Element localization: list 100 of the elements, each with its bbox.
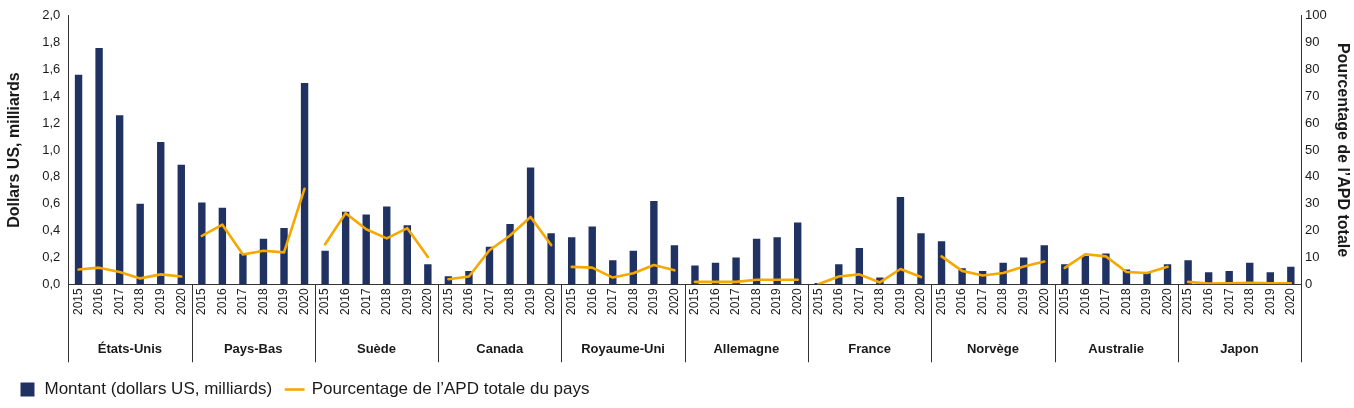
x-tick-label: 2018	[255, 287, 270, 316]
y-tick-label: 0,8	[42, 168, 61, 184]
y2-tick-label: 60	[1305, 114, 1320, 130]
y-tick-label: 0,0	[42, 275, 61, 291]
x-tick-label: 2019	[1139, 287, 1154, 316]
bar	[650, 201, 658, 285]
text: Royaume-Uni	[581, 341, 665, 357]
x-tick-label: 2016	[584, 287, 599, 316]
x-tick-label: 2020	[913, 287, 928, 316]
bar	[506, 223, 514, 285]
bar	[670, 245, 679, 285]
bar	[1081, 256, 1090, 285]
x-tick-label: 2019	[1016, 287, 1031, 316]
bar	[526, 167, 535, 285]
x-tick-label: 2020	[1036, 287, 1051, 316]
x-tick-label: 2017	[358, 287, 373, 316]
bar	[773, 237, 781, 285]
x-tick-label: 2020	[296, 287, 311, 316]
bar	[917, 233, 925, 285]
bar	[280, 227, 288, 285]
y2-tick-label: 0	[1305, 275, 1313, 291]
x-tick-label: 2018	[379, 287, 394, 316]
y2-tick-label: 10	[1305, 249, 1320, 265]
y2-tick-label: 70	[1305, 87, 1320, 103]
bar	[362, 214, 370, 285]
x-tick-label: 2015	[317, 287, 332, 316]
x-tick-label: 2019	[769, 287, 784, 316]
y-tick-label: 1,8	[42, 34, 61, 50]
bar	[1184, 260, 1192, 285]
legend-label: Montant (dollars US, milliards)	[44, 379, 273, 399]
bar	[198, 202, 206, 285]
x-tick-label: 2018	[1242, 287, 1257, 316]
y2-axis-title: Pourcentage de l’APD totale	[1334, 42, 1352, 258]
text: Canada	[476, 341, 525, 357]
x-tick-label: 2017	[235, 287, 250, 316]
x-tick-label: 2016	[1200, 287, 1215, 316]
x-tick-label: 2017	[851, 287, 866, 316]
x-tick-label: 2018	[748, 287, 763, 316]
bar	[239, 253, 247, 285]
bar	[794, 222, 802, 285]
y2-tick-label: 20	[1305, 222, 1320, 238]
y2-tick-label: 50	[1305, 141, 1320, 157]
x-tick-label: 2015	[687, 287, 702, 316]
y-tick-label: 1,6	[42, 61, 61, 77]
text: États-Unis	[97, 341, 163, 357]
x-tick-label: 2016	[461, 287, 476, 316]
x-tick-label: 2016	[831, 287, 846, 316]
y-tick-label: 0,2	[42, 249, 61, 265]
bar	[136, 203, 144, 285]
x-tick-label: 2017	[111, 287, 126, 316]
x-tick-label: 2019	[276, 287, 291, 316]
y-tick-label: 0,6	[42, 195, 61, 211]
bar	[177, 164, 185, 285]
bar	[1102, 253, 1110, 285]
x-tick-label: 2019	[892, 287, 907, 316]
x-tick-label: 2018	[132, 287, 147, 316]
x-tick-label: 2017	[1098, 287, 1113, 316]
x-tick-label: 2015	[194, 287, 209, 316]
x-tick-label: 2020	[420, 287, 435, 316]
bar	[424, 264, 432, 285]
x-tick-label: 2015	[933, 287, 948, 316]
bar	[157, 142, 165, 285]
text: Australie	[1088, 341, 1144, 357]
y2-tick-label: 40	[1305, 168, 1320, 184]
y-tick-label: 1,0	[42, 141, 61, 157]
y2-tick-label: 90	[1305, 34, 1320, 50]
x-tick-label: 2015	[1180, 287, 1195, 316]
bar	[115, 115, 124, 285]
x-tick-label: 2020	[543, 287, 558, 316]
text: Allemagne	[713, 341, 780, 357]
bar	[732, 257, 740, 285]
y2-tick-label: 30	[1305, 195, 1320, 211]
y-tick-label: 1,4	[42, 87, 61, 103]
x-tick-label: 2019	[1262, 287, 1277, 316]
x-tick-label: 2015	[1057, 287, 1072, 316]
x-tick-label: 2017	[728, 287, 743, 316]
text: France	[848, 341, 891, 357]
x-tick-label: 2018	[995, 287, 1010, 316]
text: Suède	[356, 341, 396, 357]
bar	[1061, 264, 1069, 285]
x-tick-label: 2016	[1077, 287, 1092, 316]
x-tick-label: 2020	[1159, 287, 1174, 316]
x-tick-label: 2017	[481, 287, 496, 316]
x-tick-label: 2019	[522, 287, 537, 316]
y2-tick-label: 80	[1305, 61, 1320, 77]
bar	[300, 82, 309, 285]
bar	[95, 48, 103, 285]
y-tick-label: 2,0	[42, 7, 61, 23]
text: Japon	[1220, 341, 1259, 357]
y2-tick-label: 100	[1305, 7, 1327, 23]
y-tick-label: 0,4	[42, 222, 61, 238]
x-tick-label: 2015	[440, 287, 455, 316]
bar	[937, 241, 946, 285]
x-tick-label: 2015	[563, 287, 578, 316]
x-tick-label: 2016	[954, 287, 969, 316]
bar	[383, 206, 391, 285]
x-tick-label: 2020	[1283, 287, 1298, 316]
bar	[1287, 266, 1295, 285]
x-tick-label: 2015	[70, 287, 85, 316]
bar	[567, 237, 576, 285]
